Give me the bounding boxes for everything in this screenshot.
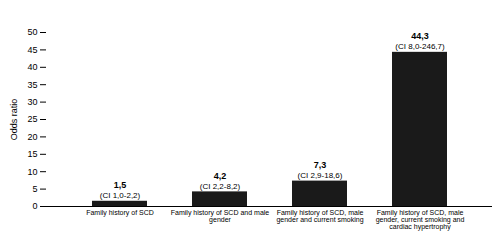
svg-text:10: 10 — [27, 167, 37, 177]
svg-text:7,3: 7,3 — [314, 160, 327, 170]
svg-text:(CI 1,0-2,2): (CI 1,0-2,2) — [100, 191, 141, 200]
svg-text:30: 30 — [27, 97, 37, 107]
svg-text:35: 35 — [27, 80, 37, 90]
svg-text:45: 45 — [27, 45, 37, 55]
svg-text:4,2: 4,2 — [214, 171, 227, 181]
svg-text:25: 25 — [27, 114, 37, 124]
svg-text:0: 0 — [32, 201, 37, 211]
svg-text:Odds ratio: Odds ratio — [9, 99, 19, 141]
svg-text:20: 20 — [27, 132, 37, 142]
svg-text:44,3: 44,3 — [411, 31, 429, 41]
svg-text:Family history of SCD, malegen: Family history of SCD, malegender, curre… — [376, 209, 465, 231]
svg-text:15: 15 — [27, 149, 37, 159]
svg-text:Family history of SCD, malegen: Family history of SCD, malegender and cu… — [276, 209, 363, 224]
svg-text:(CI 2,9-18,6): (CI 2,9-18,6) — [298, 171, 343, 180]
svg-text:Family history of SCD: Family history of SCD — [86, 209, 154, 217]
svg-text:5: 5 — [32, 184, 37, 194]
svg-text:1,5: 1,5 — [114, 180, 127, 190]
svg-text:Family history of SCD and male: Family history of SCD and malegender — [171, 209, 270, 224]
svg-text:40: 40 — [27, 62, 37, 72]
svg-text:(CI 8,0-246,7): (CI 8,0-246,7) — [395, 42, 445, 51]
svg-text:50: 50 — [27, 27, 37, 37]
svg-text:(CI 2,2-8,2): (CI 2,2-8,2) — [200, 182, 241, 191]
